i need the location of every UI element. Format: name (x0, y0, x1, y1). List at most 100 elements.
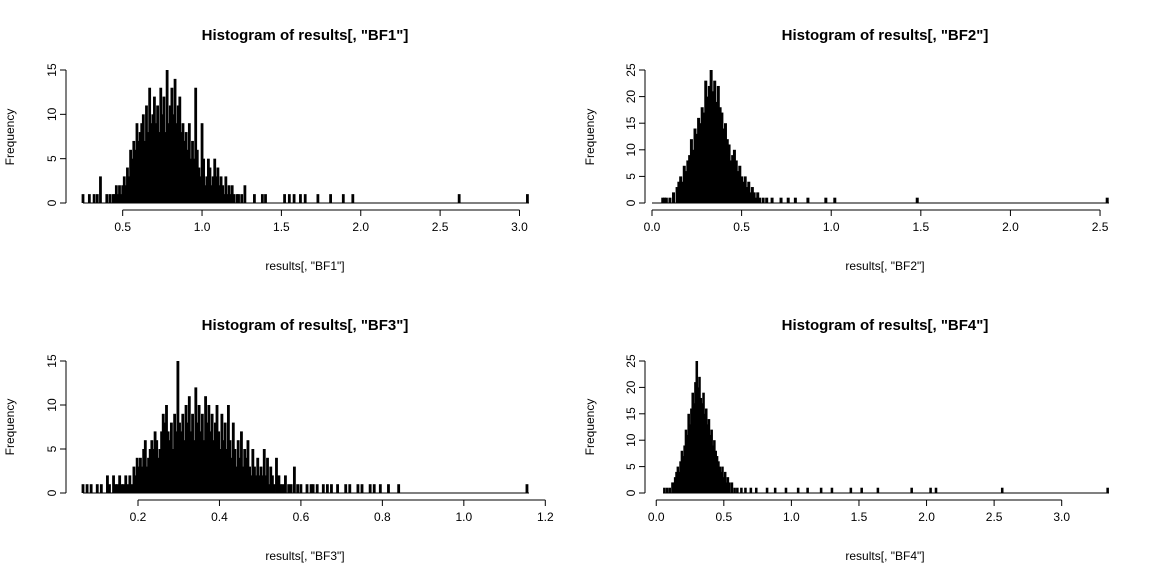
histogram-bar (709, 434, 712, 493)
histogram-bar (175, 123, 179, 203)
histogram-bar (133, 149, 137, 203)
histogram-bar (195, 149, 199, 203)
histogram-bar (260, 194, 264, 203)
histogram-bar (683, 445, 686, 493)
x-tick-label: 1.5 (851, 510, 868, 524)
histogram-bar (682, 165, 686, 203)
histogram-bar (116, 194, 120, 203)
x-tick-label: 1.0 (783, 510, 800, 524)
histogram-bar (745, 187, 749, 203)
histogram-bar (709, 70, 713, 203)
histogram-bar (199, 431, 203, 493)
histogram-bar (150, 440, 154, 493)
histogram-bar (170, 87, 174, 203)
histogram-bar (372, 484, 376, 493)
histogram-bar (154, 123, 158, 203)
y-axis-label: Frequency (3, 109, 17, 166)
x-tick-label: 1.5 (273, 220, 290, 234)
histogram-bar (145, 105, 148, 203)
histogram-bar (138, 132, 142, 203)
histogram-bar (727, 144, 731, 203)
histogram-bar (248, 466, 251, 493)
histogram-bar (1106, 487, 1109, 493)
histogram-bar (910, 487, 913, 493)
histogram-bar (127, 176, 131, 203)
histogram-bar (693, 128, 697, 203)
histogram-bar (264, 194, 267, 203)
histogram-bar (684, 429, 688, 493)
histogram-bar (168, 440, 172, 493)
histogram-bar (151, 114, 155, 203)
histogram-bar (178, 422, 181, 493)
histogram-bar (189, 158, 193, 203)
histogram-bar (675, 187, 679, 203)
histogram-bar (148, 87, 152, 203)
histogram-bar (336, 484, 339, 493)
chart-title: Histogram of results[, "BF4"] (782, 317, 989, 334)
histogram-bar (702, 112, 706, 203)
histogram-bar (108, 484, 111, 493)
histogram-bar (231, 422, 235, 493)
histogram-bar (348, 484, 352, 493)
histogram-bar (180, 132, 183, 203)
histogram-bar (163, 422, 167, 493)
histogram-bar (218, 185, 221, 203)
histogram-bar (167, 123, 171, 203)
histogram-bar (830, 487, 834, 493)
y-tick-label: 15 (45, 354, 59, 368)
histogram-bar (132, 140, 136, 203)
histogram-bar (316, 194, 320, 203)
histogram-bar (330, 484, 333, 493)
histogram-bar (192, 440, 196, 493)
histogram-bar (796, 487, 800, 493)
histogram-bar (221, 185, 225, 203)
histogram-bar (135, 457, 139, 493)
y-tick-label: 0 (45, 489, 59, 496)
histogram-bar (726, 477, 730, 493)
y-tick-label: 15 (45, 63, 59, 77)
histogram-bar (233, 449, 237, 493)
y-tick-label: 25 (624, 354, 638, 368)
y-tick-label: 10 (45, 107, 59, 121)
histogram-bar (283, 194, 286, 203)
histogram-bar (663, 487, 666, 493)
histogram-bar (111, 194, 115, 203)
histogram-bar (688, 155, 692, 203)
histogram-bar (220, 413, 224, 493)
histogram-bar (253, 466, 256, 493)
histogram-bar (707, 85, 711, 203)
histogram-bar (688, 424, 692, 493)
histogram-bar (226, 405, 230, 493)
histogram-bar (219, 176, 223, 203)
histogram-bar (196, 422, 199, 493)
histogram-bar (695, 361, 699, 493)
histogram-bar (387, 484, 390, 493)
histogram-bar (118, 475, 122, 493)
y-tick-label: 0 (624, 199, 638, 206)
histogram-bar (723, 471, 727, 493)
histogram-bar (719, 471, 723, 493)
histogram-bar (704, 80, 708, 203)
x-tick-label: 2.5 (1092, 220, 1109, 234)
histogram-bar (208, 167, 212, 203)
histogram-bar (715, 456, 719, 493)
histogram-bar (230, 457, 234, 493)
histogram-bar (256, 457, 260, 493)
histogram-bar (321, 484, 325, 493)
histogram-bar (704, 408, 708, 493)
histogram-bar (824, 197, 828, 203)
histogram-bar (1105, 197, 1109, 203)
histogram-bar (236, 440, 240, 493)
x-axis: 0.0 0.5 1.0 1.5 2.0 2.5 3.0 (648, 499, 1070, 524)
histogram-bar (158, 449, 162, 493)
histogram-bar (95, 484, 99, 493)
histogram-bar (679, 461, 682, 493)
histogram-bar (194, 387, 198, 493)
histogram-bar (225, 449, 229, 493)
histogram-bar (717, 461, 720, 493)
histogram-bar (194, 87, 198, 203)
histogram-bar (699, 397, 703, 493)
histogram-bar (723, 123, 727, 203)
x-tick-label: 2.0 (918, 510, 935, 524)
